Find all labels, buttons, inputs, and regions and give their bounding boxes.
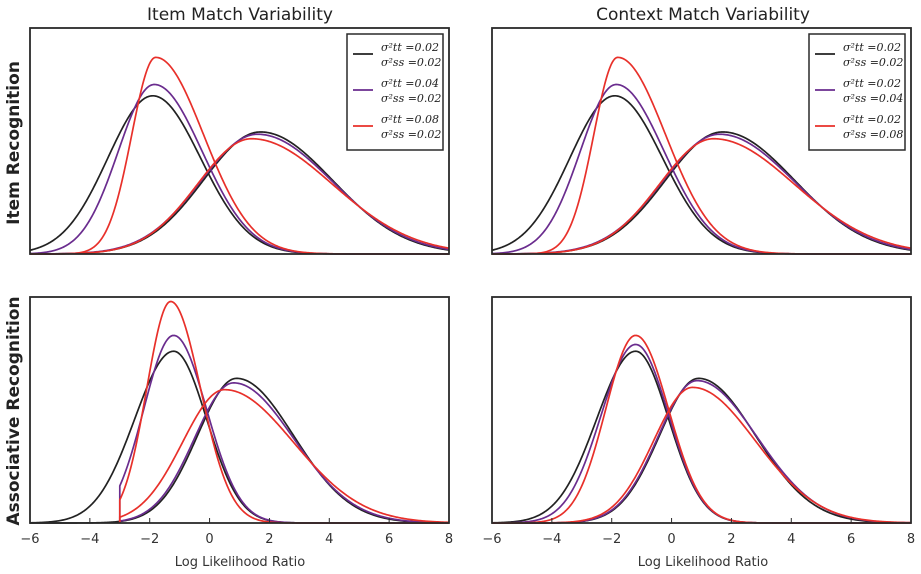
legend-entry-red-line1: σ²tt =0.02 bbox=[843, 113, 901, 126]
x-tick-label: 6 bbox=[847, 532, 855, 547]
x-tick-label: 2 bbox=[727, 532, 735, 547]
x-tick-label: 8 bbox=[445, 532, 453, 547]
legend-box bbox=[346, 33, 444, 151]
legend-entry-red-line2: σ²ss =0.08 bbox=[843, 128, 903, 141]
series-red-target-curve bbox=[491, 137, 912, 255]
x-tick-label: 4 bbox=[787, 532, 795, 547]
panel-4: −6 −4 −2 0 2 4 6 8 bbox=[482, 296, 915, 547]
x-tick-label: 2 bbox=[265, 532, 273, 547]
legend: σ²tt =0.02 σ²ss =0.02 σ²tt =0.02 σ²ss =0.04… bbox=[808, 33, 906, 151]
panel-3: −6 −4 −2 0 2 4 6 8 bbox=[20, 296, 453, 547]
axes-frame bbox=[491, 27, 912, 255]
legend-entry-black-line2: σ²ss =0.02 bbox=[843, 56, 903, 69]
x-tick-label: −4 bbox=[542, 532, 561, 547]
x-tick-label: 0 bbox=[667, 532, 675, 547]
x-tick-label: −2 bbox=[140, 532, 159, 547]
x-tick-label: −2 bbox=[602, 532, 621, 547]
plot-area bbox=[492, 297, 911, 523]
x-tick-label: −4 bbox=[80, 532, 99, 547]
x-tick-label: 0 bbox=[205, 532, 213, 547]
legend-entry-purple-line2: σ²ss =0.04 bbox=[843, 92, 903, 105]
series-red-target-curve bbox=[29, 137, 450, 255]
series-red-target-curve bbox=[118, 388, 450, 524]
legend-entry-purple-line2: σ²ss =0.02 bbox=[381, 92, 441, 105]
col-title-context-match: Context Match Variability bbox=[596, 5, 810, 25]
legend-entry-purple-line1: σ²tt =0.04 bbox=[381, 77, 439, 90]
axes-frame bbox=[491, 296, 912, 524]
x-axis-label-right: Log Likelihood Ratio bbox=[638, 555, 768, 570]
x-tick-label: 6 bbox=[385, 532, 393, 547]
x-tick-label: −6 bbox=[482, 532, 501, 547]
row-label-associative-recognition: Associative Recognition bbox=[4, 296, 24, 525]
panel-2: σ²tt =0.02 σ²ss =0.02 σ²tt =0.02 σ²ss =0.04… bbox=[491, 27, 912, 255]
legend: σ²tt =0.02 σ²ss =0.02 σ²tt =0.04 σ²ss =0.02… bbox=[346, 33, 444, 151]
legend-entry-purple-line1: σ²tt =0.02 bbox=[843, 77, 901, 90]
plot-area bbox=[30, 297, 449, 523]
legend-entry-black-line2: σ²ss =0.02 bbox=[381, 56, 441, 69]
legend-entry-black-line1: σ²tt =0.02 bbox=[843, 41, 901, 54]
x-tick-label: −6 bbox=[20, 532, 39, 547]
col-title-item-match: Item Match Variability bbox=[147, 5, 333, 25]
x-tick-label: 4 bbox=[325, 532, 333, 547]
series-purple-target-curve bbox=[118, 382, 450, 524]
x-axis-label-left: Log Likelihood Ratio bbox=[175, 555, 305, 570]
panel-1: σ²tt =0.02 σ²ss =0.02 σ²tt =0.04 σ²ss =0.02… bbox=[29, 27, 450, 255]
row-label-item-recognition: Item Recognition bbox=[4, 61, 24, 225]
legend-entry-red-line1: σ²tt =0.08 bbox=[381, 113, 439, 126]
legend-entry-black-line1: σ²tt =0.02 bbox=[381, 41, 439, 54]
axes-frame bbox=[29, 296, 450, 524]
legend-entry-red-line2: σ²ss =0.02 bbox=[381, 128, 441, 141]
x-tick-label: 8 bbox=[907, 532, 915, 547]
axes-frame bbox=[29, 27, 450, 255]
